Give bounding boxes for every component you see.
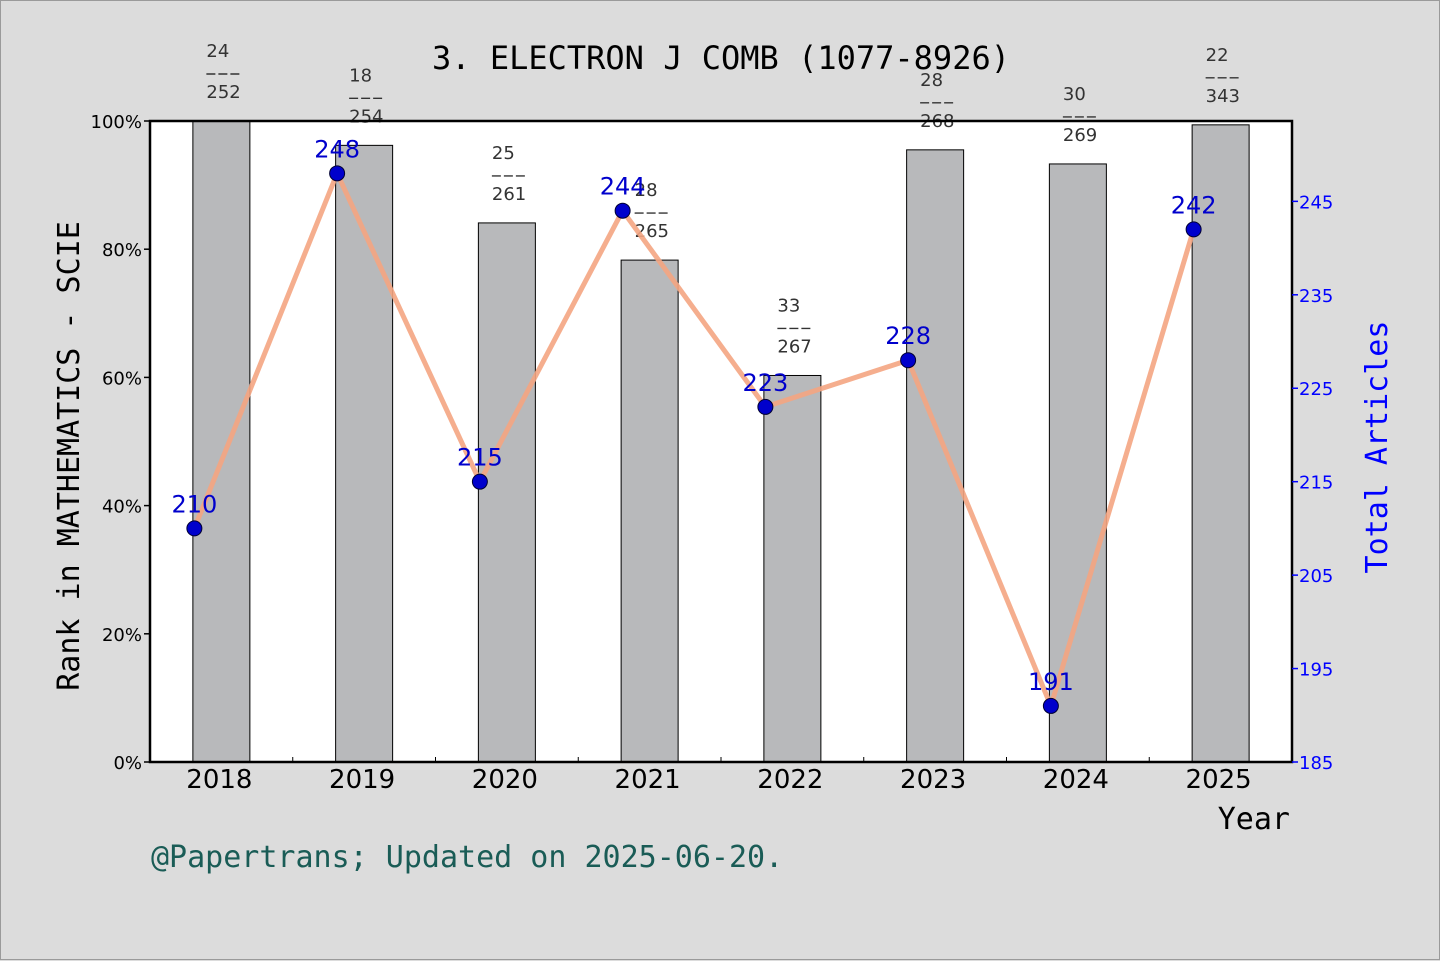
bar	[477, 222, 536, 763]
article-count-label: 228	[885, 322, 931, 350]
axes: 0% 20% 40% 60% 80% 100% 185 195 205 215 225 235 245 2…	[91, 112, 1334, 795]
y-right-tick-label: 225	[1299, 379, 1333, 400]
article-count-label: 244	[600, 173, 646, 201]
article-count-label: 215	[457, 444, 503, 472]
x-tick-label: 2023	[900, 765, 966, 795]
chart-title: 3. ELECTRON J COMB (1077-8926)	[432, 39, 1010, 77]
bar-total-label: 267	[777, 336, 811, 357]
article-count-label: 223	[742, 369, 788, 397]
bar	[763, 374, 822, 763]
x-tick-label: 2022	[757, 765, 823, 795]
article-count-point	[471, 473, 488, 490]
article-count-label: 248	[314, 135, 360, 163]
article-count-point	[757, 398, 774, 415]
y-left-tick-label: 20%	[102, 625, 142, 646]
y-left-tick-label: 100%	[91, 112, 142, 133]
x-tick-label: 2019	[329, 765, 395, 795]
y-left-tick-label: 0%	[113, 753, 142, 774]
x-tick-label: 2021	[615, 765, 681, 795]
x-axis-label: Year	[1218, 802, 1290, 837]
bar-rank-label: 25	[492, 143, 515, 164]
y-right-tick-label: 185	[1299, 753, 1333, 774]
x-tick-label: 2025	[1186, 765, 1252, 795]
y-right-tick-label: 195	[1299, 660, 1333, 681]
y-right-tick-label: 235	[1299, 286, 1333, 307]
bar-rank-label: 22	[1206, 45, 1229, 66]
y-left-tick-label: 40%	[102, 497, 142, 518]
bar	[335, 144, 394, 763]
bar-series	[192, 120, 1250, 763]
x-tick-label: 2018	[186, 765, 252, 795]
bar-total-label: 261	[492, 184, 526, 205]
article-count-point	[900, 352, 917, 369]
bar	[1048, 163, 1107, 763]
x-tick-label: 2024	[1043, 765, 1109, 795]
bar	[1191, 124, 1250, 763]
y-right-tick-label: 205	[1299, 566, 1333, 587]
bar-rank-label: 24	[206, 41, 229, 62]
x-tick-label: 2020	[472, 765, 538, 795]
bar-rank-label: 28	[635, 180, 658, 201]
bar-total-label: 254	[349, 106, 383, 127]
y-right-tick-label: 215	[1299, 473, 1333, 494]
y-left-tick-label: 60%	[102, 368, 142, 389]
bar-rank-label: 18	[349, 65, 372, 86]
article-count-line	[192, 170, 1197, 709]
y-left-axis-label: Rank in MATHEMATICS - SCIE	[52, 221, 87, 691]
y-right-axis-label: Total Articles	[1360, 321, 1395, 574]
bar	[620, 259, 679, 763]
article-count-point	[614, 202, 631, 219]
article-count-point	[186, 520, 203, 537]
bar-total-label: 343	[1206, 86, 1240, 107]
bar-total-label: 252	[206, 82, 240, 103]
y-right-tick-label: 245	[1299, 192, 1333, 213]
article-count-label: 242	[1171, 191, 1217, 219]
article-count-label: 191	[1028, 668, 1074, 696]
article-count-label: 210	[171, 490, 217, 518]
footer-credit: @Papertrans; Updated on 2025-06-20.	[151, 840, 783, 875]
bar-rank-label: 28	[920, 70, 943, 91]
article-count-point	[1042, 697, 1059, 714]
bar-total-label: 269	[1063, 125, 1097, 146]
bar	[906, 149, 965, 763]
article-count-point	[1185, 221, 1202, 238]
article-count-point	[329, 165, 346, 182]
bar	[192, 120, 251, 763]
bar-rank-label: 30	[1063, 84, 1086, 105]
line-series: 210 248 215 244 223 228 191 242	[171, 135, 1217, 714]
bar-rank-label: 33	[777, 295, 800, 316]
y-left-tick-label: 80%	[102, 240, 142, 261]
